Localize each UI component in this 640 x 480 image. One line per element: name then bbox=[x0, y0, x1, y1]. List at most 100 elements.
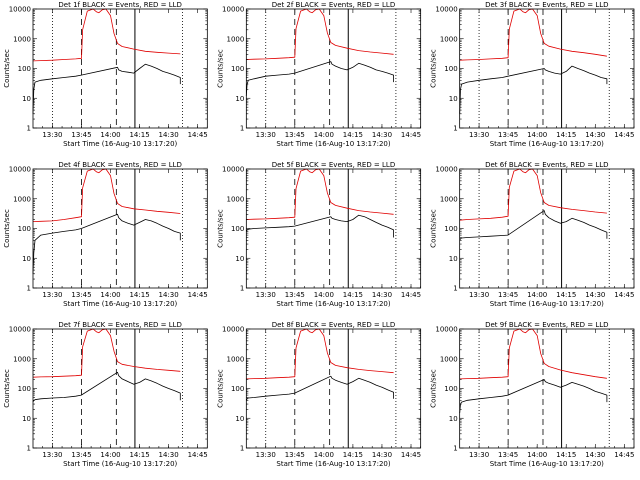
x-tick-label: 13:30 bbox=[256, 131, 276, 139]
y-tick-label: 100 bbox=[18, 65, 31, 73]
x-tick-label: 14:45 bbox=[401, 291, 421, 299]
x-tick-label: 14:00 bbox=[527, 451, 547, 459]
detector-panel: 1 10 100 1000 10000 13:30 13:45 14:00 14:15 14:30… bbox=[430, 1, 635, 148]
detector-panel: 1 10 100 1000 10000 13:30 13:45 14:00 14:15 14:30… bbox=[430, 321, 635, 468]
x-tick-label: 14:30 bbox=[159, 451, 179, 459]
y-tick-label: 10000 bbox=[222, 326, 244, 334]
x-tick-label: 13:45 bbox=[71, 451, 91, 459]
y-tick-label: 10000 bbox=[9, 326, 31, 334]
x-axis-label: Start Time (16-Aug-10 13:17:20) bbox=[276, 460, 390, 468]
y-tick-label: 10 bbox=[22, 255, 31, 263]
x-tick-label: 14:15 bbox=[343, 451, 363, 459]
x-axis-label: Start Time (16-Aug-10 13:17:20) bbox=[490, 300, 604, 308]
y-tick-label: 10000 bbox=[9, 166, 31, 174]
x-tick-label: 14:00 bbox=[314, 451, 334, 459]
plot-frame bbox=[459, 328, 635, 449]
detector-panel: 1 10 100 1000 10000 13:30 13:45 14:00 14:15 14:30… bbox=[216, 1, 421, 148]
x-tick-label: 14:15 bbox=[129, 451, 149, 459]
y-axis-label: Counts/sec bbox=[430, 49, 438, 88]
x-tick-label: 13:45 bbox=[285, 451, 305, 459]
detector-panel: 1 10 100 1000 10000 13:30 13:45 14:00 14:15 14:30… bbox=[3, 161, 208, 308]
events-series-line bbox=[459, 379, 608, 414]
y-tick-label: 1000 bbox=[227, 195, 245, 203]
y-tick-label: 10000 bbox=[222, 166, 244, 174]
x-tick-label: 14:30 bbox=[372, 451, 392, 459]
x-tick-label: 13:45 bbox=[71, 131, 91, 139]
plot-frame bbox=[459, 8, 635, 129]
events-series-line bbox=[459, 210, 608, 241]
x-tick-label: 14:00 bbox=[527, 131, 547, 139]
y-tick-label: 100 bbox=[444, 225, 457, 233]
x-tick-label: 14:45 bbox=[188, 131, 208, 139]
x-axis-label: Start Time (16-Aug-10 13:17:20) bbox=[490, 460, 604, 468]
panel-title: Det 9f BLACK = Events, RED = LLD bbox=[485, 321, 608, 329]
lld-series-line bbox=[32, 328, 181, 378]
x-tick-label: 13:30 bbox=[42, 131, 62, 139]
detector-panel: 1 10 100 1000 10000 13:30 13:45 14:00 14:15 14:30… bbox=[430, 161, 635, 308]
events-series-line bbox=[245, 214, 395, 238]
x-tick-label: 14:15 bbox=[556, 131, 576, 139]
y-tick-label: 10 bbox=[22, 415, 31, 423]
y-axis-label: Counts/sec bbox=[3, 49, 11, 88]
y-tick-label: 1 bbox=[240, 125, 244, 133]
x-tick-label: 14:45 bbox=[614, 291, 634, 299]
y-tick-label: 10 bbox=[22, 95, 31, 103]
x-tick-label: 13:30 bbox=[42, 451, 62, 459]
events-series-line bbox=[245, 61, 395, 96]
y-axis-label: Counts/sec bbox=[216, 49, 224, 88]
x-tick-label: 13:45 bbox=[71, 291, 91, 299]
y-tick-label: 1000 bbox=[13, 355, 31, 363]
y-tick-label: 10 bbox=[235, 415, 244, 423]
lld-series-line bbox=[246, 328, 394, 380]
y-tick-label: 1000 bbox=[440, 195, 458, 203]
y-tick-label: 100 bbox=[18, 225, 31, 233]
y-tick-label: 10 bbox=[449, 415, 458, 423]
y-tick-label: 1000 bbox=[440, 355, 458, 363]
y-axis-label: Counts/sec bbox=[3, 369, 11, 408]
y-tick-label: 1000 bbox=[13, 195, 31, 203]
y-tick-label: 10000 bbox=[435, 166, 457, 174]
panel-title: Det 7f BLACK = Events, RED = LLD bbox=[58, 321, 181, 329]
y-tick-label: 1 bbox=[453, 285, 457, 293]
y-tick-label: 1 bbox=[27, 285, 31, 293]
lld-series-line bbox=[459, 168, 607, 221]
x-axis-label: Start Time (16-Aug-10 13:17:20) bbox=[63, 300, 177, 308]
y-tick-label: 1000 bbox=[227, 35, 245, 43]
x-tick-label: 13:30 bbox=[42, 291, 62, 299]
panel-title: Det 2f BLACK = Events, RED = LLD bbox=[272, 1, 395, 9]
x-tick-label: 14:00 bbox=[314, 131, 334, 139]
y-tick-label: 1 bbox=[240, 445, 244, 453]
y-tick-label: 100 bbox=[18, 385, 31, 393]
x-tick-label: 14:30 bbox=[372, 131, 392, 139]
y-tick-label: 10 bbox=[449, 95, 458, 103]
x-tick-label: 13:45 bbox=[498, 291, 518, 299]
y-tick-label: 1 bbox=[27, 445, 31, 453]
x-axis-label: Start Time (16-Aug-10 13:17:20) bbox=[490, 140, 604, 148]
lld-series-line bbox=[459, 328, 607, 380]
lld-series-line bbox=[32, 8, 181, 62]
y-tick-label: 10000 bbox=[222, 6, 244, 14]
lld-series-line bbox=[32, 168, 181, 222]
y-axis-label: Counts/sec bbox=[430, 369, 438, 408]
x-tick-label: 13:45 bbox=[285, 131, 305, 139]
plot-frame bbox=[32, 8, 208, 129]
y-tick-label: 1000 bbox=[227, 355, 245, 363]
panel-title: Det 3f BLACK = Events, RED = LLD bbox=[485, 1, 608, 9]
lld-series-line bbox=[459, 8, 607, 61]
detector-panel: 1 10 100 1000 10000 13:30 13:45 14:00 14:15 14:30… bbox=[3, 321, 208, 468]
x-axis-label: Start Time (16-Aug-10 13:17:20) bbox=[276, 140, 390, 148]
y-tick-label: 1 bbox=[453, 125, 457, 133]
panel-title: Det 8f BLACK = Events, RED = LLD bbox=[272, 321, 395, 329]
x-tick-label: 13:45 bbox=[498, 131, 518, 139]
y-tick-label: 10 bbox=[449, 255, 458, 263]
panel-title: Det 4f BLACK = Events, RED = LLD bbox=[58, 161, 181, 169]
x-tick-label: 14:15 bbox=[343, 131, 363, 139]
lld-series-line bbox=[246, 168, 394, 220]
x-tick-label: 14:00 bbox=[100, 131, 120, 139]
x-tick-label: 14:00 bbox=[314, 291, 334, 299]
panel-title: Det 6f BLACK = Events, RED = LLD bbox=[485, 161, 608, 169]
x-tick-label: 14:15 bbox=[129, 291, 149, 299]
x-axis-label: Start Time (16-Aug-10 13:17:20) bbox=[63, 460, 177, 468]
y-tick-label: 1 bbox=[453, 445, 457, 453]
x-tick-label: 13:30 bbox=[256, 451, 276, 459]
